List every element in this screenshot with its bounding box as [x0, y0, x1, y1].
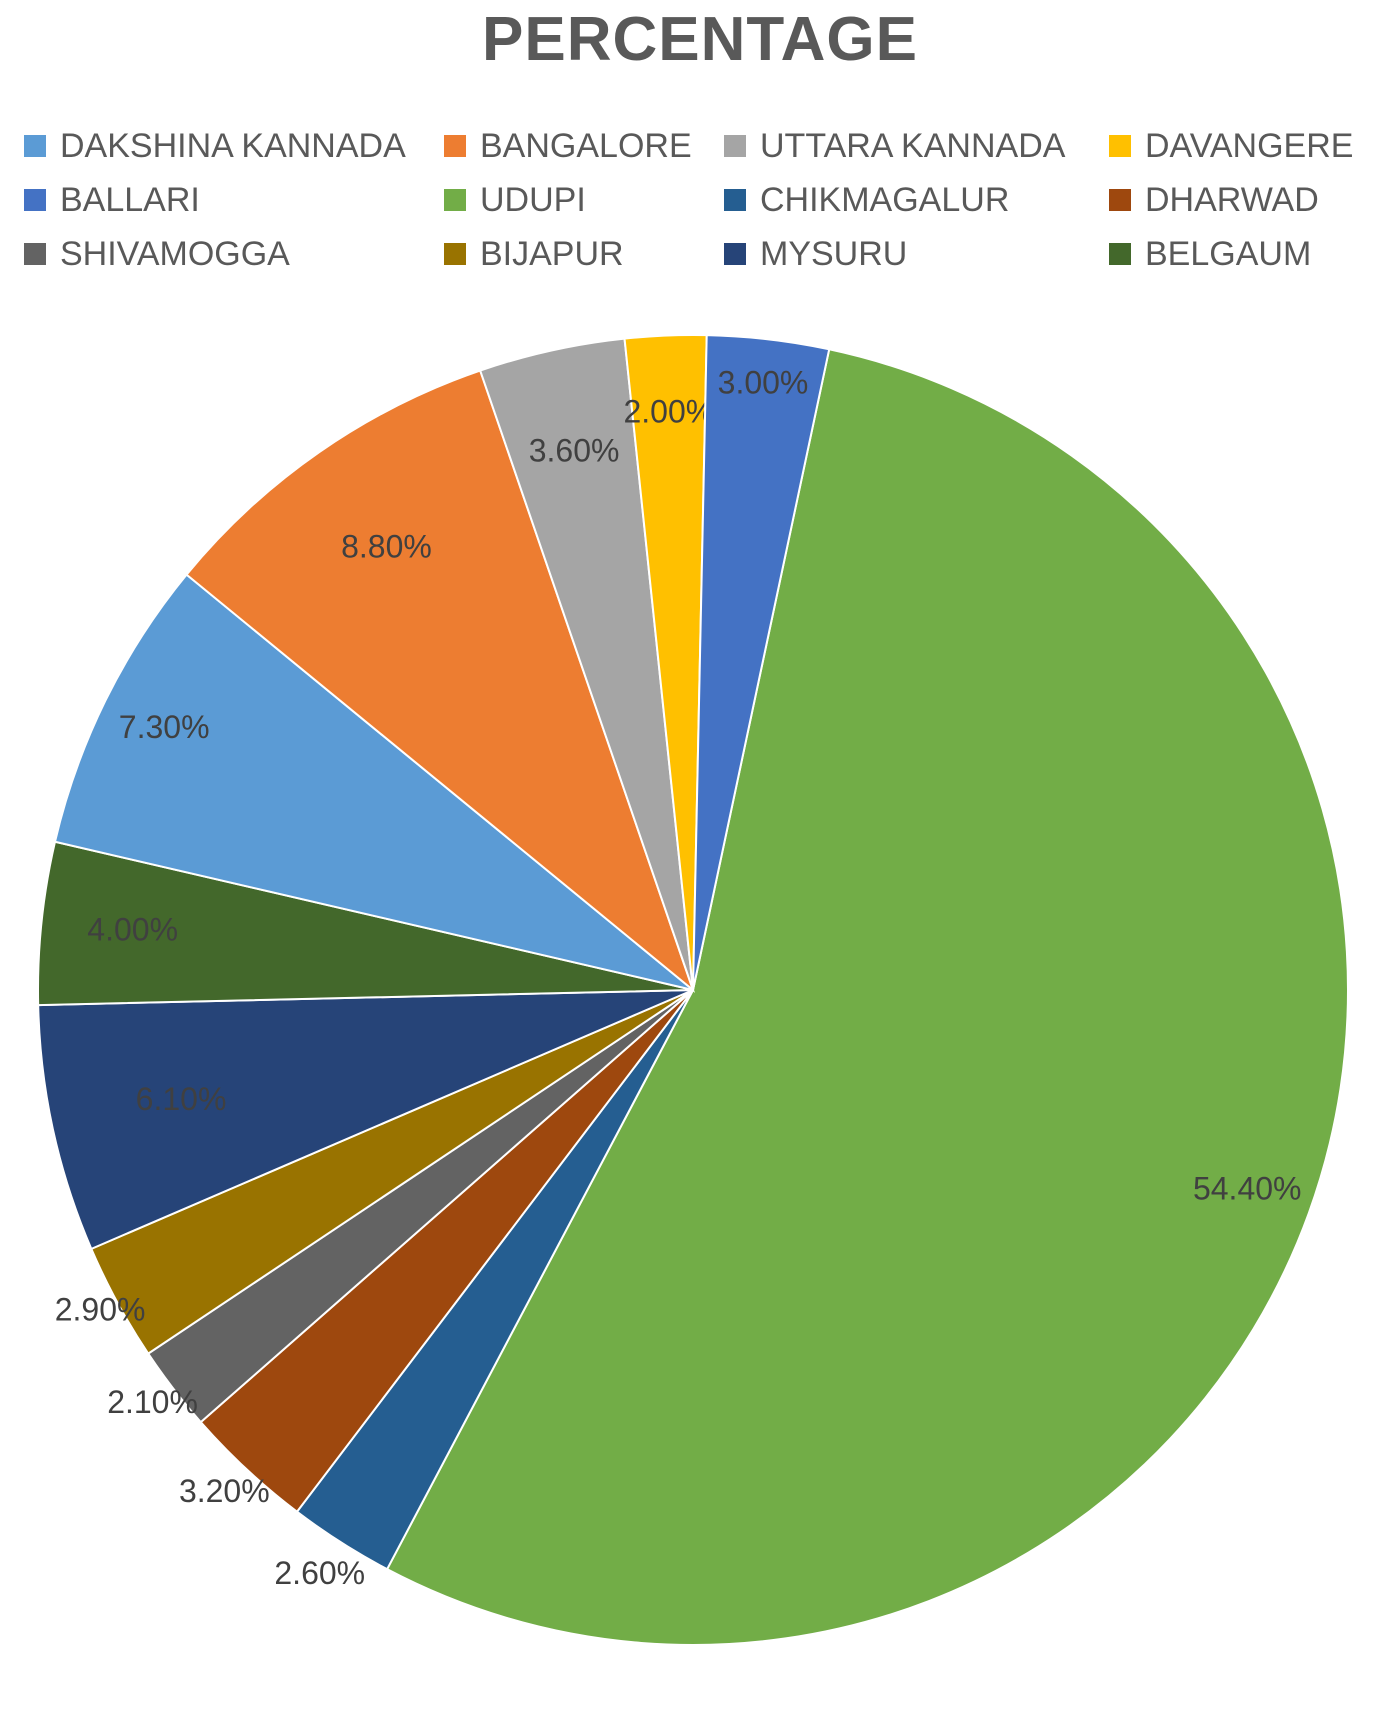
- pie-data-label: 3.60%: [529, 432, 620, 468]
- legend-label: MYSURU: [760, 234, 908, 273]
- legend-swatch: [1109, 189, 1131, 211]
- legend-item: MYSURU: [724, 234, 1109, 273]
- legend-item: CHIKMAGALUR: [724, 180, 1109, 219]
- legend-label: BELGAUM: [1145, 234, 1312, 273]
- pie-slice-mysuru: [37, 989, 694, 1251]
- pie-slice-udupi: [385, 348, 1349, 1646]
- legend-swatch: [724, 189, 746, 211]
- legend-swatch: [24, 189, 46, 211]
- legend-item: DAVANGERE: [1109, 126, 1369, 165]
- pie-data-label: 4.00%: [87, 912, 178, 948]
- legend-label: CHIKMAGALUR: [760, 180, 1010, 219]
- pie-slice-dakshina-kannada: [53, 573, 694, 991]
- legend-item: DHARWAD: [1109, 180, 1369, 219]
- pie-data-label: 2.60%: [274, 1555, 365, 1591]
- legend-label: UDUPI: [480, 180, 586, 219]
- chart-legend: DAKSHINA KANNADA BANGALORE UTTARA KANNADA D…: [24, 126, 1384, 273]
- legend-label: BIJAPUR: [480, 234, 624, 273]
- legend-swatch: [1109, 135, 1131, 157]
- legend-label: BANGALORE: [480, 126, 692, 165]
- legend-label: BALLARI: [60, 180, 200, 219]
- legend-item: UDUPI: [444, 180, 724, 219]
- pie-slice-bangalore: [185, 369, 696, 994]
- pie-data-label: 3.00%: [718, 364, 809, 400]
- legend-label: UTTARA KANNADA: [760, 126, 1066, 165]
- legend-swatch: [444, 189, 466, 211]
- legend-label: SHIVAMOGGA: [60, 234, 290, 273]
- legend-swatch: [24, 243, 46, 265]
- pie-data-label: 3.20%: [179, 1473, 270, 1509]
- pie-data-label: 2.00%: [623, 394, 714, 430]
- legend-swatch: [444, 135, 466, 157]
- pie-slice-ballari: [692, 334, 831, 991]
- legend-label: DHARWAD: [1145, 180, 1319, 219]
- legend-item: BELGAUM: [1109, 234, 1369, 273]
- legend-label: DAKSHINA KANNADA: [60, 126, 406, 165]
- pie-data-label: 54.40%: [1193, 1170, 1302, 1206]
- legend-item: BIJAPUR: [444, 234, 724, 273]
- pie-data-label: 7.30%: [119, 709, 210, 745]
- legend-swatch: [724, 135, 746, 157]
- pie-data-label: 8.80%: [341, 528, 432, 564]
- pie-chart: 54.40% 2.60% 3.20% 2.10% 2.90% 6.10% 4.00% 7.30…: [37, 334, 1349, 1646]
- legend-item: BANGALORE: [444, 126, 724, 165]
- legend-label: DAVANGERE: [1145, 126, 1354, 165]
- legend-item: DAKSHINA KANNADA: [24, 126, 444, 165]
- legend-item: UTTARA KANNADA: [724, 126, 1109, 165]
- chart-title: PERCENTAGE: [481, 5, 918, 74]
- legend-swatch: [1109, 243, 1131, 265]
- legend-swatch: [24, 135, 46, 157]
- legend-item: BALLARI: [24, 180, 444, 219]
- pie-data-label: 6.10%: [136, 1081, 227, 1117]
- legend-item: SHIVAMOGGA: [24, 234, 444, 273]
- legend-swatch: [724, 243, 746, 265]
- pie-data-label: 2.10%: [107, 1384, 198, 1420]
- pie-data-label: 2.90%: [55, 1291, 146, 1327]
- legend-swatch: [444, 243, 466, 265]
